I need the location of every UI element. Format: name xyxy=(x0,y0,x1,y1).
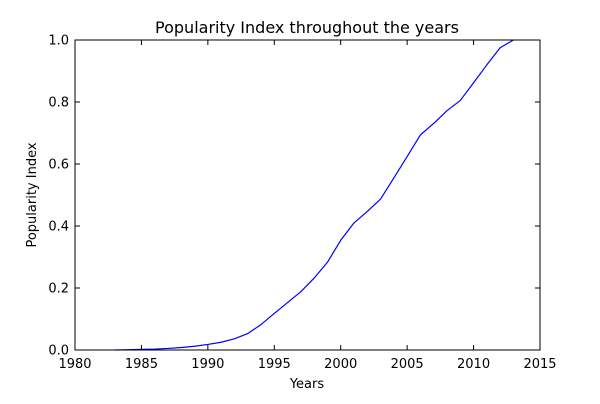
x-tick-label: 1995 xyxy=(258,357,291,372)
x-tick-label: 2005 xyxy=(391,357,424,372)
x-tick-label: 2015 xyxy=(523,357,556,372)
chart-title: Popularity Index throughout the years xyxy=(155,18,459,37)
series-line-0 xyxy=(114,39,514,351)
x-tick-label: 1990 xyxy=(191,357,224,372)
y-tick-label: 0.4 xyxy=(48,220,69,235)
y-tick-label: 0.8 xyxy=(48,96,69,111)
x-tick-label: 1985 xyxy=(125,357,158,372)
y-axis-label: Popularity Index xyxy=(25,142,40,247)
y-tick-label: 0.6 xyxy=(48,158,69,173)
plot-frame xyxy=(74,39,541,351)
y-tick-label: 0.2 xyxy=(48,282,69,297)
x-tick-label: 2010 xyxy=(457,357,490,372)
y-tick-label: 0.0 xyxy=(48,344,69,359)
x-tick-label: 2000 xyxy=(324,357,357,372)
plot-area: 1980 1985 1990 1995 2000 2005 2010 2015 0.0 0.2 0.… xyxy=(48,34,556,373)
x-axis-label: Years xyxy=(289,377,325,392)
y-tick-label: 1.0 xyxy=(48,34,69,49)
x-tick-label: 1980 xyxy=(58,357,91,372)
